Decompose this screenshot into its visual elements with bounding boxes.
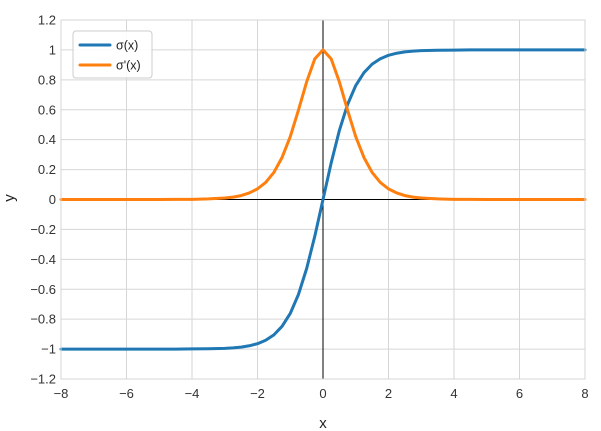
y-tick-label: −0.4 xyxy=(30,252,56,267)
y-tick-label: 0 xyxy=(49,192,56,207)
y-tick-label: 0.4 xyxy=(38,132,56,147)
x-tick-label: 2 xyxy=(385,386,392,401)
x-tick-label: 0 xyxy=(319,386,326,401)
y-axis-label: y xyxy=(1,194,18,202)
y-tick-label: 1.2 xyxy=(38,13,56,28)
x-tick-label: 8 xyxy=(581,386,588,401)
series-line-2 xyxy=(59,48,587,201)
plot-area-border xyxy=(60,19,586,380)
x-tick-label: −6 xyxy=(119,386,134,401)
tick-labels: −8 −6 −4 −2 0 2 4 6 8 −1.2 −1 −0.8 −0.6 −0.4 −0.2 0 0.2 0… xyxy=(30,13,588,402)
y-tick-label: −1 xyxy=(41,342,56,357)
x-axis-label: x xyxy=(319,415,327,431)
series-layer xyxy=(59,48,587,351)
x-tick-label: −4 xyxy=(185,386,200,401)
y-tick-label: −1.2 xyxy=(30,372,56,387)
x-tick-label: 4 xyxy=(450,386,457,401)
x-tick-label: −8 xyxy=(54,386,69,401)
x-tick-label: 6 xyxy=(516,386,523,401)
y-tick-label: 0.2 xyxy=(38,162,56,177)
y-tick-label: 0.6 xyxy=(38,102,56,117)
y-tick-label: 0.8 xyxy=(38,72,56,87)
y-tick-label: −0.8 xyxy=(30,312,56,327)
legend: σ(x) σ'(x) xyxy=(72,30,153,79)
y-tick-label: 1 xyxy=(49,42,56,57)
x-tick-label: −2 xyxy=(250,386,265,401)
legend-label-2: σ'(x) xyxy=(116,59,141,73)
y-tick-label: −0.6 xyxy=(30,282,56,297)
legend-label-1: σ(x) xyxy=(116,39,138,53)
series-line-1 xyxy=(59,48,587,351)
plot-frame xyxy=(60,19,586,380)
y-tick-label: −0.2 xyxy=(30,222,56,237)
